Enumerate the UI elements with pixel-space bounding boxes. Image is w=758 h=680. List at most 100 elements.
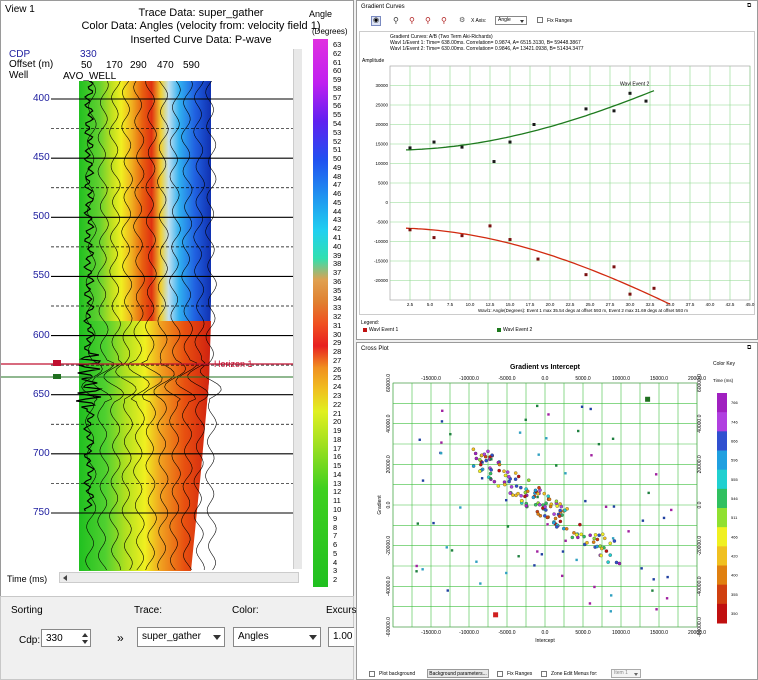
crossplot-fix-ranges-checkbox[interactable] bbox=[497, 671, 503, 677]
crossplot-point[interactable] bbox=[497, 468, 501, 473]
crossplot-point[interactable] bbox=[578, 522, 582, 527]
crossplot-point[interactable] bbox=[536, 512, 540, 516]
crossplot-point[interactable] bbox=[537, 485, 541, 490]
crossplot-point[interactable] bbox=[505, 470, 510, 474]
trace-select[interactable]: super_gather bbox=[137, 627, 225, 647]
crossplot-point-large[interactable] bbox=[645, 396, 651, 402]
crossplot-point[interactable] bbox=[502, 469, 506, 473]
gradient-point[interactable] bbox=[508, 238, 512, 242]
crossplot-point[interactable] bbox=[598, 544, 602, 548]
crossplot-point[interactable] bbox=[558, 508, 562, 513]
crossplot-point-large[interactable] bbox=[493, 612, 499, 618]
crossplot-point[interactable] bbox=[473, 451, 478, 456]
gradient-point[interactable] bbox=[488, 224, 492, 228]
crossplot-point[interactable] bbox=[537, 503, 542, 507]
crossplot-point[interactable] bbox=[415, 564, 418, 568]
vertical-scrollbar[interactable] bbox=[293, 49, 302, 569]
crossplot-point[interactable] bbox=[446, 589, 449, 592]
gradient-point[interactable] bbox=[432, 236, 436, 240]
crossplot-point[interactable] bbox=[558, 519, 563, 524]
crossplot-point[interactable] bbox=[478, 469, 482, 473]
gradient-point[interactable] bbox=[460, 234, 464, 238]
crossplot-point[interactable] bbox=[555, 504, 559, 508]
zoom-in-icon[interactable]: ⚲ bbox=[409, 16, 415, 25]
crossplot-point[interactable] bbox=[440, 420, 444, 423]
zone-edit-checkbox[interactable] bbox=[541, 671, 547, 677]
crossplot-point[interactable] bbox=[595, 537, 600, 542]
crossplot-point[interactable] bbox=[490, 458, 493, 461]
crossplot-point[interactable] bbox=[479, 462, 483, 467]
crossplot-point[interactable] bbox=[474, 456, 479, 461]
crossplot-point[interactable] bbox=[604, 505, 608, 508]
gradient-point[interactable] bbox=[408, 146, 412, 150]
crossplot-point[interactable] bbox=[544, 501, 548, 506]
crossplot-point[interactable] bbox=[606, 560, 610, 564]
crossplot-point[interactable] bbox=[546, 494, 550, 498]
crossplot-point[interactable] bbox=[600, 532, 605, 537]
crossplot-point[interactable] bbox=[441, 409, 444, 413]
crossplot-point[interactable] bbox=[589, 407, 592, 411]
crossplot-point[interactable] bbox=[488, 471, 493, 476]
zoom-reset-icon[interactable]: ⚲ bbox=[441, 16, 447, 25]
crossplot-point[interactable] bbox=[666, 575, 669, 579]
crossplot-point[interactable] bbox=[519, 493, 523, 498]
crossplot-point[interactable] bbox=[533, 564, 536, 567]
gradient-point[interactable] bbox=[584, 107, 588, 111]
zoom-tool-icon[interactable]: ⚲ bbox=[393, 16, 399, 25]
crossplot-point[interactable] bbox=[525, 489, 530, 494]
background-parameters-button[interactable]: Background parameters... bbox=[427, 669, 489, 678]
crossplot-point[interactable] bbox=[415, 570, 418, 573]
crossplot-point[interactable] bbox=[612, 505, 616, 508]
crossplot-point[interactable] bbox=[561, 550, 565, 553]
crossplot-point[interactable] bbox=[514, 484, 519, 488]
crossplot-point[interactable] bbox=[546, 523, 549, 526]
gradient-point[interactable] bbox=[612, 109, 616, 113]
gradient-point[interactable] bbox=[612, 265, 616, 269]
crossplot-point[interactable] bbox=[558, 502, 562, 506]
crossplot-point[interactable] bbox=[482, 452, 487, 457]
crossplot-point[interactable] bbox=[611, 437, 615, 440]
crossplot-point[interactable] bbox=[479, 582, 482, 585]
crossplot-point[interactable] bbox=[544, 508, 548, 512]
crossplot-point[interactable] bbox=[481, 461, 484, 464]
crossplot-point[interactable] bbox=[562, 526, 566, 531]
cross-plot-chart[interactable]: Gradient vs Intercept -15000.0 -15000.0 -10… bbox=[359, 355, 757, 655]
crossplot-point[interactable] bbox=[670, 508, 673, 512]
crossplot-point[interactable] bbox=[555, 464, 558, 467]
crossplot-point[interactable] bbox=[531, 495, 536, 500]
gradient-point[interactable] bbox=[492, 160, 496, 164]
crossplot-point[interactable] bbox=[486, 449, 490, 454]
gradient-point[interactable] bbox=[652, 286, 656, 290]
crossplot-point[interactable] bbox=[503, 473, 508, 478]
crossplot-point[interactable] bbox=[543, 504, 547, 509]
crossplot-point[interactable] bbox=[536, 491, 540, 496]
crossplot-point[interactable] bbox=[449, 432, 452, 436]
crossplot-point[interactable] bbox=[542, 491, 546, 496]
crossplot-point[interactable] bbox=[599, 553, 603, 558]
crossplot-point[interactable] bbox=[518, 431, 522, 434]
crossplot-point[interactable] bbox=[517, 555, 520, 558]
crossplot-point[interactable] bbox=[580, 405, 584, 408]
gradient-point[interactable] bbox=[432, 140, 436, 144]
crossplot-restore-icon[interactable]: ⧉ bbox=[747, 345, 752, 351]
gradient-chart[interactable]: 2.5 5.0 7.5 10.0 12.5 15.0 17.5 20.0 22.5 25.0 27.… bbox=[360, 32, 756, 316]
crossplot-point[interactable] bbox=[421, 568, 424, 571]
crossplot-point[interactable] bbox=[554, 499, 559, 504]
crossplot-point[interactable] bbox=[651, 589, 654, 592]
crossplot-point[interactable] bbox=[603, 536, 607, 541]
crossplot-point[interactable] bbox=[592, 536, 596, 541]
crossplot-point[interactable] bbox=[505, 571, 508, 575]
crossplot-point[interactable] bbox=[577, 429, 580, 433]
crossplot-point[interactable] bbox=[536, 495, 539, 499]
crossplot-point[interactable] bbox=[588, 533, 592, 538]
crossplot-point[interactable] bbox=[593, 533, 598, 537]
crossplot-point[interactable] bbox=[496, 484, 501, 488]
settings-icon[interactable]: ⚙ bbox=[459, 17, 466, 24]
gradient-point[interactable] bbox=[508, 140, 512, 144]
cdp-input[interactable]: 330 bbox=[41, 629, 91, 647]
crossplot-point[interactable] bbox=[593, 585, 596, 589]
crossplot-point[interactable] bbox=[557, 514, 562, 518]
gradient-point[interactable] bbox=[532, 123, 536, 126]
crossplot-point[interactable] bbox=[477, 457, 482, 462]
gradient-point[interactable] bbox=[536, 257, 540, 261]
